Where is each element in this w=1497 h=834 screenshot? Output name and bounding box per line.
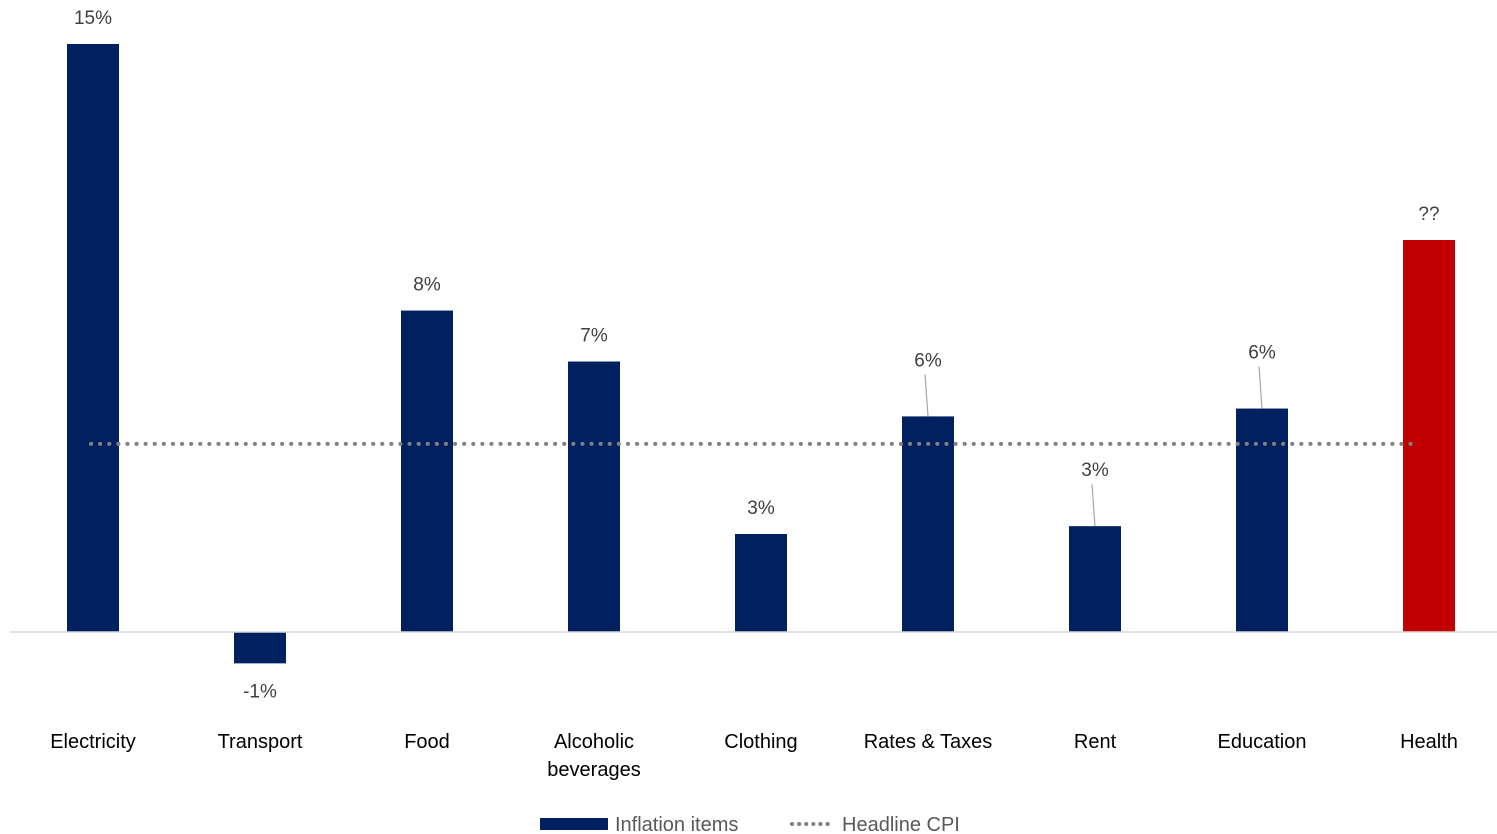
leader-line (1091, 484, 1096, 527)
bar-transport (234, 632, 286, 664)
legend-swatch-inflation-items (540, 818, 608, 830)
category-label: Transport (218, 731, 303, 753)
bar-education (1236, 408, 1288, 632)
bar-health (1403, 240, 1455, 632)
bar-clothing (735, 534, 787, 632)
category-label: Electricity (50, 731, 136, 753)
category-label: Rates & Taxes (864, 731, 993, 753)
bar-alcoholic-beverages (568, 361, 620, 632)
legend-label-inflation-items: Inflation items (615, 814, 738, 834)
category-label: Alcoholic beverages (547, 731, 640, 781)
data-labels-group: 15% -1% 8% 7% 3% 6% 3% 6%?? (74, 8, 1440, 702)
legend: Inflation items Headline CPI (540, 814, 960, 834)
legend-label-headline-cpi: Headline CPI (842, 814, 960, 834)
data-label: 6% (914, 350, 942, 371)
data-label: 7% (580, 326, 608, 347)
data-label: 3% (747, 498, 775, 519)
bar-rates-taxes (902, 416, 954, 632)
data-label: ?? (1418, 204, 1439, 225)
leader-line (1258, 366, 1263, 409)
bar-food (401, 310, 453, 632)
category-label: Rent (1074, 731, 1117, 753)
category-label: Health (1400, 731, 1458, 753)
bar-electricity (67, 44, 119, 632)
data-label: 15% (74, 8, 112, 29)
data-label: 8% (413, 275, 441, 296)
category-label: Education (1218, 731, 1307, 753)
category-label: Food (404, 731, 450, 753)
data-label: 3% (1081, 460, 1109, 481)
leader-lines-group (924, 366, 1263, 527)
data-label: -1% (243, 681, 277, 702)
category-label: Clothing (724, 731, 797, 753)
leader-line (924, 374, 929, 417)
data-label: 6% (1248, 343, 1276, 364)
bars-group (67, 44, 1455, 664)
category-labels-group: Electricity Transport Food Alcoholic beverag… (50, 731, 1458, 781)
bar-rent (1069, 526, 1121, 632)
